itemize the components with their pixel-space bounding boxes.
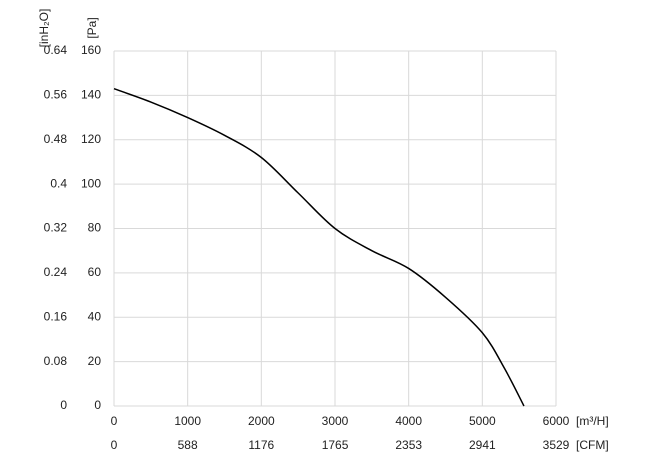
- x2-unit-label: [CFM]: [576, 438, 609, 452]
- y2-tick-label: 0.32: [44, 221, 68, 235]
- y-tick-label: 140: [81, 88, 101, 102]
- y-tick-label: 160: [81, 43, 101, 57]
- x-tick-label: 4000: [395, 414, 422, 428]
- x2-tick-label: 3529: [543, 438, 570, 452]
- x-tick-label: 5000: [469, 414, 496, 428]
- x2-tick-label: 1176: [248, 438, 274, 452]
- x2-tick-label: 0: [111, 438, 118, 452]
- x-tick-label: 1000: [174, 414, 201, 428]
- x2-tick-label: 2941: [469, 438, 496, 452]
- y2-tick-label: 0.56: [44, 88, 68, 102]
- y2-tick-label: 0.4: [50, 176, 67, 190]
- x2-tick-label: 588: [178, 438, 198, 452]
- y-tick-label: 40: [88, 309, 102, 323]
- y-tick-label: 60: [88, 265, 102, 279]
- y2-tick-label: 0.16: [44, 309, 68, 323]
- curve: [113, 88, 525, 407]
- y2-tick-label: 0.48: [44, 132, 68, 146]
- x-unit-label: [m³/H]: [576, 414, 609, 428]
- x-tick-label: 3000: [322, 414, 349, 428]
- x2-tick-label: 1765: [322, 438, 349, 452]
- y-tick-label: 0: [94, 398, 101, 412]
- y2-tick-label: 0: [60, 398, 67, 412]
- y-tick-label: 20: [88, 354, 102, 368]
- y-tick-label: 80: [88, 221, 102, 235]
- x-tick-label: 6000: [543, 414, 570, 428]
- x-tick-label: 2000: [248, 414, 275, 428]
- y-unit-label: [Pa]: [85, 17, 99, 38]
- x2-tick-label: 2353: [395, 438, 422, 452]
- y2-unit-label: [inH₂O]: [37, 9, 51, 48]
- y-tick-label: 100: [81, 176, 101, 190]
- y2-tick-label: 0.64: [44, 43, 68, 57]
- y2-tick-label: 0.08: [44, 354, 68, 368]
- y-tick-label: 120: [81, 132, 101, 146]
- y2-tick-label: 0.24: [44, 265, 68, 279]
- x-tick-label: 0: [111, 414, 118, 428]
